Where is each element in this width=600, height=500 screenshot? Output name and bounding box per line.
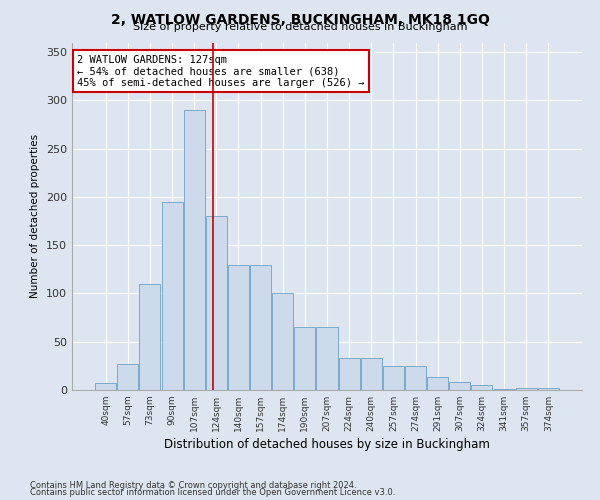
Text: Size of property relative to detached houses in Buckingham: Size of property relative to detached ho… <box>133 22 467 32</box>
X-axis label: Distribution of detached houses by size in Buckingham: Distribution of detached houses by size … <box>164 438 490 451</box>
Bar <box>449 382 470 390</box>
Bar <box>361 358 382 390</box>
Bar <box>184 110 205 390</box>
Bar <box>118 364 139 390</box>
Bar <box>139 284 160 390</box>
Bar <box>295 328 316 390</box>
Bar <box>427 378 448 390</box>
Text: Contains HM Land Registry data © Crown copyright and database right 2024.: Contains HM Land Registry data © Crown c… <box>30 480 356 490</box>
Bar <box>206 216 227 390</box>
Bar <box>494 389 515 390</box>
Bar <box>228 264 249 390</box>
Bar <box>538 388 559 390</box>
Bar <box>383 366 404 390</box>
Text: 2, WATLOW GARDENS, BUCKINGHAM, MK18 1GQ: 2, WATLOW GARDENS, BUCKINGHAM, MK18 1GQ <box>110 12 490 26</box>
Bar <box>472 385 493 390</box>
Bar <box>515 388 536 390</box>
Bar <box>272 294 293 390</box>
Bar <box>405 366 426 390</box>
Bar <box>95 383 116 390</box>
Bar <box>161 202 182 390</box>
Text: 2 WATLOW GARDENS: 127sqm
← 54% of detached houses are smaller (638)
45% of semi-: 2 WATLOW GARDENS: 127sqm ← 54% of detach… <box>77 54 365 88</box>
Y-axis label: Number of detached properties: Number of detached properties <box>31 134 40 298</box>
Bar <box>316 328 338 390</box>
Bar <box>250 264 271 390</box>
Text: Contains public sector information licensed under the Open Government Licence v3: Contains public sector information licen… <box>30 488 395 497</box>
Bar <box>338 358 359 390</box>
